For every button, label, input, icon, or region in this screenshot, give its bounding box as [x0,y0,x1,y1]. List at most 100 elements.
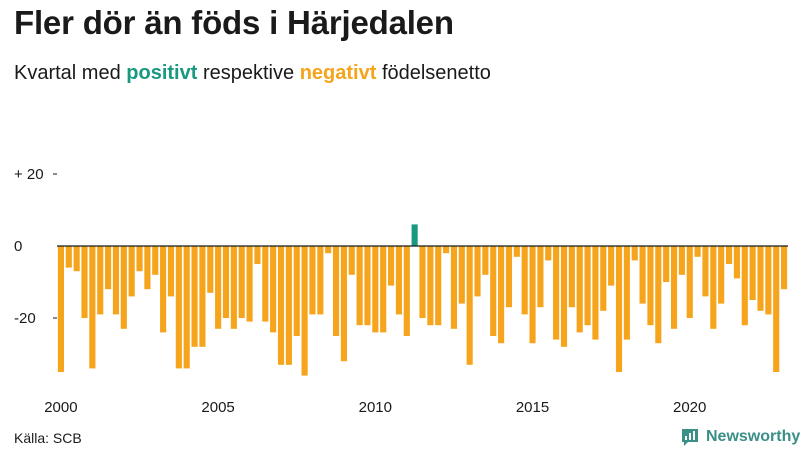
bar [277,246,285,365]
bar [639,246,646,304]
x-tick-label: 2020 [673,399,706,416]
bar [458,246,465,304]
bar [285,246,292,365]
bar [498,246,505,344]
bar [521,246,528,315]
y-tick-label: -20 [14,310,36,327]
bar [647,246,654,326]
bar [663,246,670,282]
source-note: Källa: SCB [14,430,82,446]
bar [576,246,583,333]
bar [380,246,387,333]
x-tick-label: 2010 [359,399,392,416]
bar [65,246,72,268]
bar [128,246,135,297]
bar [301,246,308,376]
bar [718,246,725,304]
bar [615,246,623,372]
bar [340,246,347,362]
bar [167,246,175,297]
bar [765,246,772,315]
bar [631,246,638,261]
bar [741,246,748,326]
bar [623,246,630,340]
bar [309,246,316,315]
bar [317,246,324,315]
bar [175,246,182,369]
bar [435,246,442,326]
y-tick-label: + 20 [14,166,44,183]
chart-subtitle: Kvartal med positivt respektive negativt… [14,62,491,85]
bar [466,246,473,365]
bar [332,246,340,336]
bar [191,246,198,347]
subtitle-positive: positivt [126,62,198,84]
bar [560,246,568,347]
bar [686,246,693,318]
bar [403,246,410,336]
bar [773,246,780,372]
bar [678,246,685,275]
bar [222,246,230,318]
bar [395,246,402,315]
bar [246,246,253,322]
bar [710,246,717,329]
bar [553,246,560,340]
bar [112,246,120,315]
newsworthy-icon [682,429,698,446]
bar [749,246,756,300]
bar [702,246,709,297]
bar [670,246,678,329]
bar [529,246,536,344]
bar [364,246,371,326]
bar [725,246,733,264]
subtitle-suffix: födelsenetto [381,62,491,84]
subtitle-prefix: Kvartal med [14,62,121,84]
brand-name: Newsworthy [706,428,800,445]
x-tick-label: 2000 [44,399,77,416]
bar [608,246,615,286]
bar [144,246,151,290]
bar [545,246,552,261]
bar [207,246,214,293]
bar [97,246,104,315]
bar [356,246,363,326]
bar [254,246,261,264]
bar [199,246,206,347]
x-tick-label: 2015 [516,399,549,416]
brand-logo: Newsworthy [680,426,800,448]
bar [387,246,395,286]
bar [733,246,740,279]
subtitle-negative: negativt [299,62,377,84]
bar [482,246,489,275]
bar [513,246,520,257]
bar [584,246,591,326]
bar [293,246,300,336]
bar [57,246,64,372]
bar [348,246,355,275]
x-tick-label: 2005 [201,399,234,416]
bar [136,246,143,272]
bar [152,246,159,275]
bar [89,246,96,369]
bar [490,246,497,336]
bar [411,224,418,246]
bar [183,246,190,369]
chart-title: Fler dör än föds i Härjedalen [14,4,454,41]
bar [73,246,80,272]
bar [592,246,599,340]
bar [568,246,575,308]
bar [105,246,112,290]
bar [600,246,607,311]
bar [325,246,332,254]
bar [537,246,544,308]
bar [427,246,434,326]
bar [694,246,701,257]
bar [757,246,764,311]
bar [81,246,88,318]
bar [450,246,458,329]
subtitle-middle: respektive [202,62,295,84]
bar [474,246,481,297]
bar [120,246,127,329]
